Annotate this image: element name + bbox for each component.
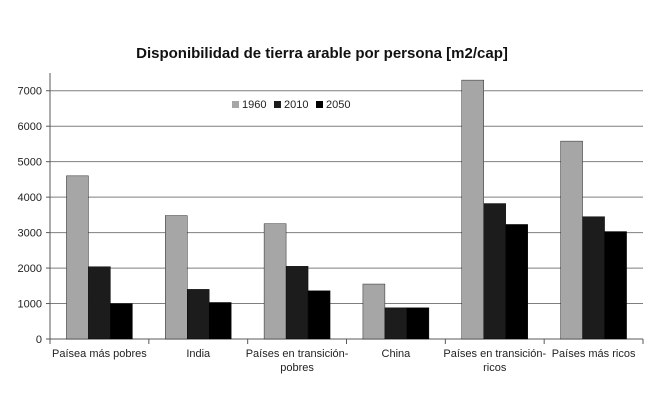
- bar-2010: [384, 307, 408, 340]
- x-tick-label: China: [382, 348, 412, 360]
- bar-2010: [582, 216, 605, 340]
- y-tick-label: 0: [36, 334, 42, 346]
- y-tick-label: 5000: [18, 157, 42, 169]
- legend: 1960 2010 2050: [232, 99, 350, 111]
- gridlines: [50, 90, 643, 305]
- tick-labels: 0 1000 2000 3000 4000 5000 6000 7000 Paísea más …: [18, 86, 636, 374]
- y-tick-label: 1000: [18, 299, 42, 311]
- y-tick-label: 2000: [18, 263, 42, 275]
- legend-swatch-2050: [316, 101, 323, 108]
- y-tick-label: 4000: [18, 192, 42, 204]
- x-tick-label: Países en transición-pobres: [246, 348, 349, 374]
- bar-1960: [165, 215, 188, 340]
- bar-1960: [263, 223, 287, 340]
- x-tick-label: India: [186, 348, 211, 360]
- y-tick-label: 3000: [18, 228, 42, 240]
- x-tick-label: Países en transición-ricos: [443, 348, 546, 374]
- bar-2010: [88, 266, 111, 340]
- y-tick-label: 7000: [18, 86, 42, 98]
- bar-2010: [483, 203, 506, 340]
- bar-2050: [110, 303, 133, 340]
- bar-2050: [307, 290, 331, 340]
- bar-2010: [285, 266, 309, 340]
- bar-1960: [560, 140, 583, 340]
- bar-2050: [505, 224, 528, 340]
- bars: [66, 79, 627, 340]
- x-tick-label: Paísea más pobres: [52, 348, 147, 360]
- legend-swatch-1960: [232, 101, 239, 108]
- axes: [46, 73, 644, 344]
- legend-swatch-2010: [274, 101, 281, 108]
- bar-1960: [461, 79, 484, 340]
- legend-label-2050: 2050: [326, 99, 350, 111]
- x-tick-label: Países más ricos: [552, 348, 636, 360]
- bar-1960: [66, 175, 89, 340]
- bar-1960: [362, 283, 386, 340]
- y-tick-label: 6000: [18, 121, 42, 133]
- legend-label-2010: 2010: [284, 99, 308, 111]
- bar-2010: [187, 289, 210, 340]
- bar-2050: [604, 231, 627, 340]
- legend-label-1960: 1960: [242, 99, 266, 111]
- bar-2050: [209, 302, 232, 340]
- chart-title: Disponibilidad de tierra arable por pers…: [136, 45, 508, 62]
- bar-2050: [406, 307, 430, 340]
